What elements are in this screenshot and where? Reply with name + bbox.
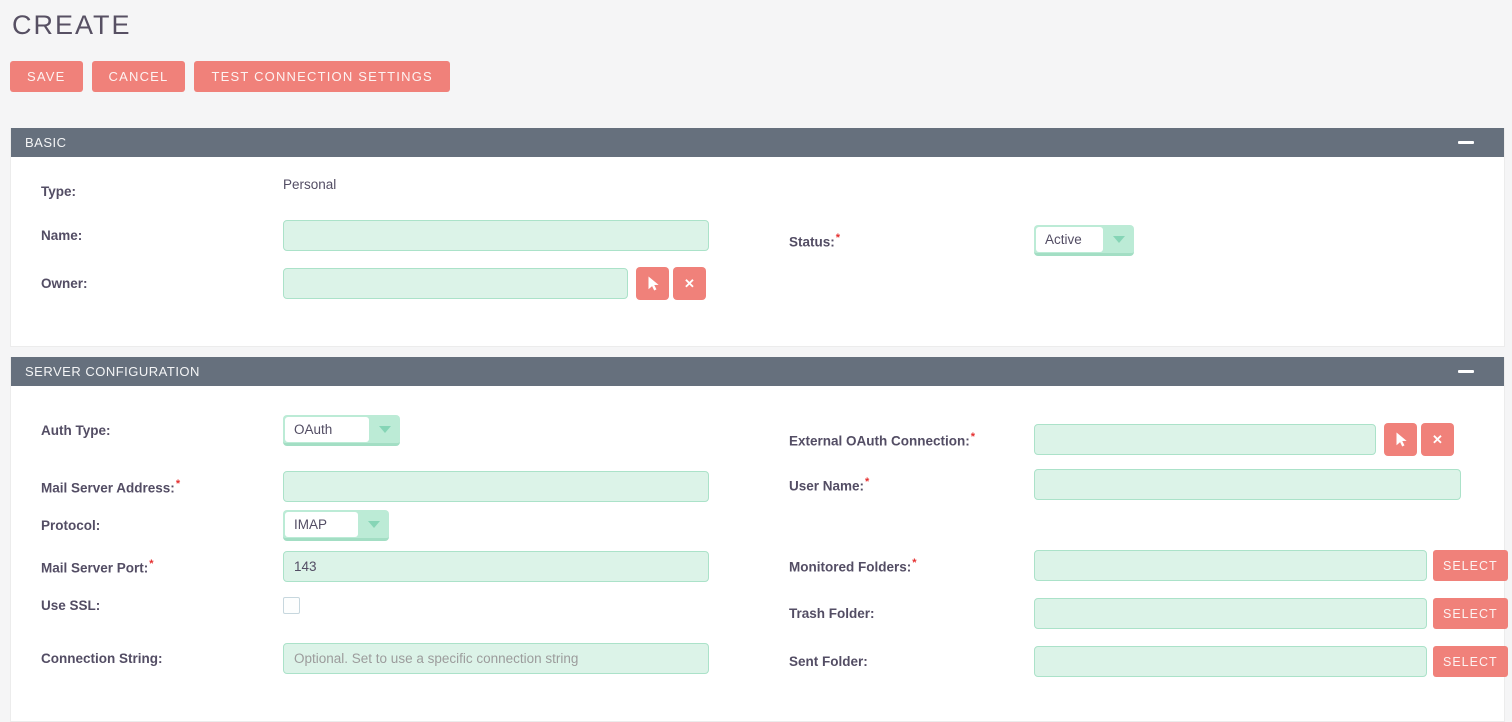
owner-clear-record-button[interactable]: ✕ — [673, 267, 706, 300]
required-marker: * — [149, 557, 154, 570]
monitored-folders-input[interactable] — [1034, 550, 1427, 581]
chevron-down-icon — [1103, 225, 1134, 253]
protocol-label: Protocol: — [41, 518, 101, 533]
collapse-minus-icon[interactable] — [1458, 370, 1474, 373]
protocol-selected-value: IMAP — [285, 512, 358, 537]
name-input[interactable] — [283, 220, 709, 251]
basic-panel: BASIC Type: Personal Name: Owner: — [10, 128, 1505, 347]
trash-folder-row: Trash Folder: SELECT — [789, 598, 1508, 629]
mail-server-port-input[interactable] — [283, 551, 709, 582]
collapse-minus-icon[interactable] — [1458, 141, 1474, 144]
external-oauth-connection-input[interactable] — [1034, 424, 1376, 455]
status-select[interactable]: Active — [1034, 225, 1134, 256]
monitored-folders-row: Monitored Folders:* SELECT — [789, 550, 1508, 581]
basic-panel-title: BASIC — [25, 135, 67, 150]
auth-type-label: Auth Type: — [41, 423, 111, 438]
status-selected-value: Active — [1036, 227, 1103, 252]
name-row: Name: — [41, 220, 789, 251]
use-ssl-row: Use SSL: — [41, 597, 789, 614]
sent-folder-input[interactable] — [1034, 646, 1427, 677]
type-value: Personal — [283, 177, 337, 192]
cancel-button[interactable]: CANCEL — [91, 61, 186, 92]
monitored-folders-select-button[interactable]: SELECT — [1433, 550, 1508, 581]
protocol-row: Protocol: IMAP — [41, 510, 789, 541]
page-title: CREATE — [12, 10, 132, 40]
monitored-folders-label: Monitored Folders:* — [789, 556, 917, 575]
connection-string-label: Connection String: — [41, 651, 163, 666]
name-label: Name: — [41, 228, 83, 243]
owner-row: Owner: ✕ — [41, 267, 789, 300]
auth-type-row: Auth Type: OAuth — [41, 415, 789, 446]
owner-input[interactable] — [283, 268, 628, 299]
owner-label: Owner: — [41, 276, 88, 291]
mail-server-port-row: Mail Server Port:* — [41, 551, 789, 582]
external-oauth-clear-record-button[interactable]: ✕ — [1421, 423, 1454, 456]
test-connection-settings-button[interactable]: TEST CONNECTION SETTINGS — [194, 61, 450, 92]
use-ssl-label: Use SSL: — [41, 598, 101, 613]
connection-string-row: Connection String: — [41, 643, 789, 674]
connection-string-input[interactable] — [283, 643, 709, 674]
use-ssl-checkbox[interactable] — [283, 597, 300, 614]
sent-folder-row: Sent Folder: SELECT — [789, 646, 1508, 677]
auth-type-selected-value: OAuth — [285, 417, 369, 442]
status-row: Status:* Active — [789, 225, 1504, 256]
chevron-down-icon — [358, 510, 389, 538]
mail-server-address-label: Mail Server Address:* — [41, 477, 181, 496]
required-marker: * — [175, 477, 181, 490]
server-configuration-panel-title: SERVER CONFIGURATION — [25, 364, 200, 379]
user-name-input[interactable] — [1034, 469, 1461, 500]
required-marker: * — [865, 475, 870, 488]
external-oauth-select-record-button[interactable] — [1384, 423, 1417, 456]
external-oauth-connection-label: External OAuth Connection:* — [789, 430, 976, 449]
trash-folder-input[interactable] — [1034, 598, 1427, 629]
status-label: Status:* — [789, 231, 841, 250]
x-icon: ✕ — [1432, 431, 1443, 447]
external-oauth-connection-row: External OAuth Connection:* ✕ — [789, 423, 1508, 456]
required-marker: * — [835, 231, 841, 244]
required-marker: * — [970, 430, 976, 443]
mail-server-address-row: Mail Server Address:* — [41, 471, 789, 502]
mail-server-port-label: Mail Server Port:* — [41, 557, 154, 576]
user-name-row: User Name:* — [789, 469, 1508, 500]
server-right-column: External OAuth Connection:* ✕ User Name:… — [789, 386, 1508, 721]
basic-left-column: Type: Personal Name: Owner: — [41, 157, 789, 346]
server-configuration-panel-header[interactable]: SERVER CONFIGURATION — [11, 357, 1504, 386]
x-icon: ✕ — [684, 275, 695, 291]
cursor-arrow-icon — [1392, 431, 1410, 449]
owner-select-record-button[interactable] — [636, 267, 669, 300]
sent-folder-label: Sent Folder: — [789, 654, 868, 669]
protocol-select[interactable]: IMAP — [283, 510, 389, 541]
trash-folder-select-button[interactable]: SELECT — [1433, 598, 1508, 629]
basic-right-column: Status:* Active — [789, 157, 1504, 346]
server-left-column: Auth Type: OAuth Mail Server Address:* P… — [41, 386, 789, 721]
required-marker: * — [912, 556, 917, 569]
cursor-arrow-icon — [644, 275, 662, 293]
server-configuration-panel: SERVER CONFIGURATION Auth Type: OAuth Ma… — [10, 357, 1508, 722]
mail-server-address-input[interactable] — [283, 471, 709, 502]
type-label: Type: — [41, 184, 77, 199]
auth-type-select[interactable]: OAuth — [283, 415, 400, 446]
basic-panel-header[interactable]: BASIC — [11, 128, 1504, 157]
sent-folder-select-button[interactable]: SELECT — [1433, 646, 1508, 677]
action-toolbar: SAVE CANCEL TEST CONNECTION SETTINGS — [10, 61, 1505, 92]
chevron-down-icon — [369, 415, 400, 443]
type-row: Type: Personal — [41, 177, 789, 199]
save-button[interactable]: SAVE — [10, 61, 83, 92]
trash-folder-label: Trash Folder: — [789, 606, 875, 621]
user-name-label: User Name:* — [789, 475, 870, 494]
